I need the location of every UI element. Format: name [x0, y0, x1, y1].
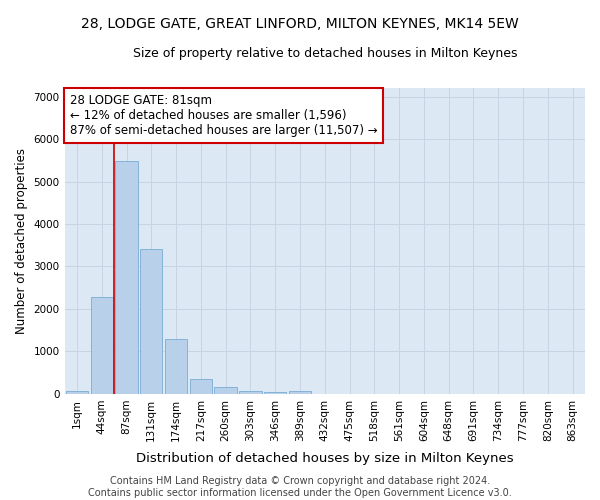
Bar — [190, 378, 212, 394]
Y-axis label: Number of detached properties: Number of detached properties — [15, 148, 28, 334]
Bar — [91, 298, 113, 394]
Title: Size of property relative to detached houses in Milton Keynes: Size of property relative to detached ho… — [133, 48, 517, 60]
Text: Contains HM Land Registry data © Crown copyright and database right 2024.
Contai: Contains HM Land Registry data © Crown c… — [88, 476, 512, 498]
Text: 28 LODGE GATE: 81sqm
← 12% of detached houses are smaller (1,596)
87% of semi-de: 28 LODGE GATE: 81sqm ← 12% of detached h… — [70, 94, 377, 137]
X-axis label: Distribution of detached houses by size in Milton Keynes: Distribution of detached houses by size … — [136, 452, 514, 465]
Bar — [239, 390, 262, 394]
Bar — [115, 160, 137, 394]
Text: 28, LODGE GATE, GREAT LINFORD, MILTON KEYNES, MK14 5EW: 28, LODGE GATE, GREAT LINFORD, MILTON KE… — [81, 18, 519, 32]
Bar — [289, 392, 311, 394]
Bar — [66, 391, 88, 394]
Bar — [165, 338, 187, 394]
Bar — [214, 387, 237, 394]
Bar — [264, 392, 286, 394]
Bar — [140, 250, 163, 394]
